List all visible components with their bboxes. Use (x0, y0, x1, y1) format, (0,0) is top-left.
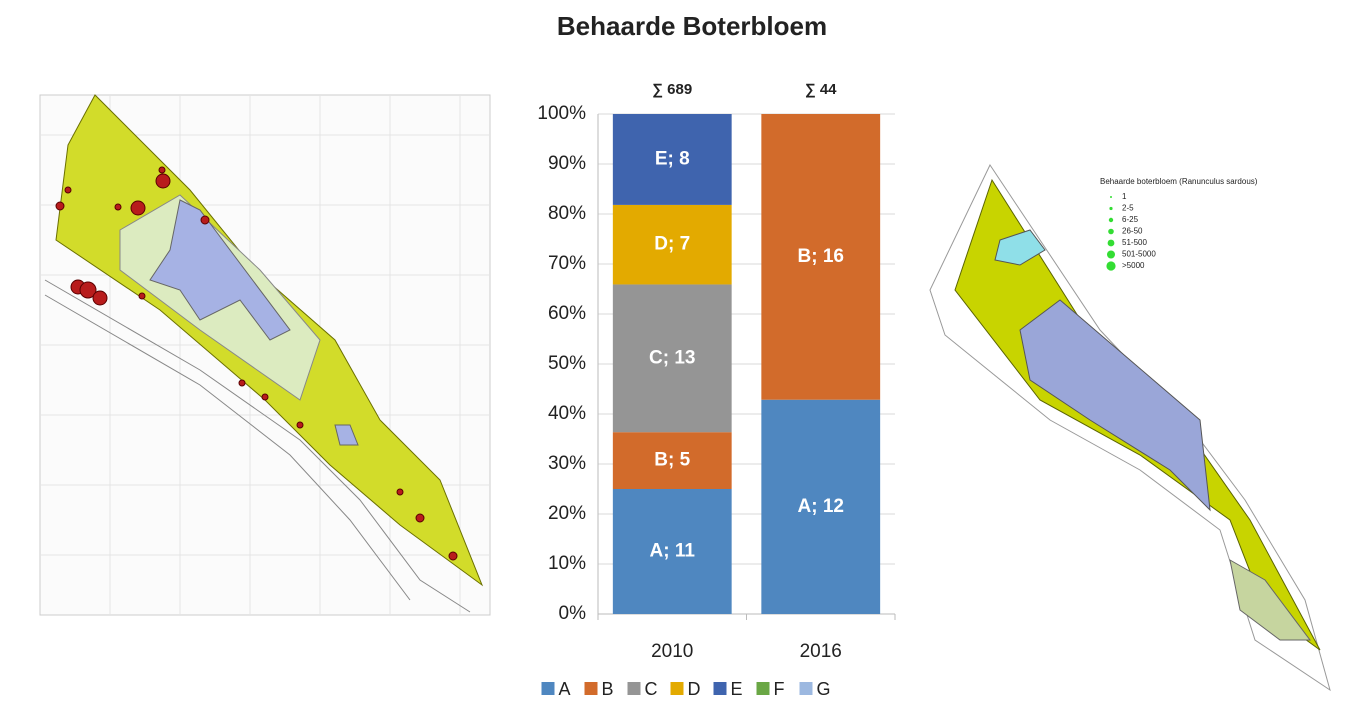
x-tick-label: 2016 (800, 641, 842, 662)
bar-segment (612, 284, 732, 433)
y-tick-label: 90% (548, 153, 586, 174)
legend-swatch (799, 682, 813, 695)
map-legend-dot (1108, 217, 1114, 223)
data-label: B; 16 (798, 246, 844, 267)
map-legend-label: 1 (1122, 192, 1127, 201)
map-legend-dot (1107, 239, 1115, 247)
map-legend-dot (1109, 206, 1113, 211)
map-legend-dot (1110, 196, 1112, 198)
legend-swatch (584, 682, 598, 695)
map-legend-label: >5000 (1122, 261, 1145, 270)
map-legend-dot (1106, 261, 1116, 271)
road (44, 279, 471, 613)
map-legend-label: 26-50 (1122, 227, 1143, 236)
map-legend-label: 6-25 (1122, 215, 1139, 224)
water (1019, 299, 1211, 512)
y-tick-label: 70% (548, 253, 586, 274)
legend-swatch (713, 682, 727, 695)
data-label: A; 11 (650, 541, 696, 562)
bar-segment (612, 432, 732, 489)
annotation: ∑ 689 (652, 81, 692, 98)
right-map (929, 163, 1331, 692)
bar-segment (612, 204, 732, 285)
map-legend: Behaarde boterbloem (Ranunculus sardous)… (1100, 177, 1258, 271)
legend-swatch (670, 682, 684, 695)
bar-segment (761, 114, 881, 400)
map-legend-label: 2-5 (1122, 204, 1134, 213)
annotation: ∑ 44 (805, 81, 837, 98)
legend-label: F (774, 679, 785, 699)
legend-swatch (627, 682, 641, 695)
legend-label: A (559, 679, 571, 699)
road (44, 294, 411, 601)
data-label: B; 5 (654, 450, 690, 471)
legend-label: B (602, 679, 614, 699)
y-tick-label: 30% (548, 453, 586, 474)
y-tick-label: 20% (548, 503, 586, 524)
y-tick-label: 40% (548, 403, 586, 424)
y-tick-label: 80% (548, 203, 586, 224)
x-tick-label: 2010 (651, 641, 693, 662)
water (149, 199, 291, 341)
y-tick-label: 60% (548, 303, 586, 324)
legend-swatch (756, 682, 770, 695)
y-tick-label: 100% (537, 103, 586, 124)
map-legend-dot (1108, 228, 1114, 235)
bar-segment (761, 399, 881, 614)
observations (55, 166, 458, 561)
area (1229, 559, 1311, 641)
map-legend-label: 501-5000 (1122, 250, 1156, 259)
map-legend-label: 51-500 (1122, 238, 1147, 247)
water (334, 424, 359, 446)
legend-label: D (688, 679, 701, 699)
data-label: C; 13 (649, 347, 695, 368)
chart-title: Behaarde Boterbloem (557, 11, 827, 41)
y-tick-label: 50% (548, 353, 586, 374)
bar-segment (612, 114, 732, 205)
data-label: E; 8 (655, 148, 690, 169)
map-legend-dot (1107, 250, 1115, 259)
water (994, 229, 1046, 266)
data-label: D; 7 (654, 234, 690, 255)
legend-label: C (645, 679, 658, 699)
y-tick-label: 0% (559, 603, 587, 624)
legend-label: E (731, 679, 743, 699)
y-tick-label: 10% (548, 553, 586, 574)
bar-segment (612, 489, 732, 614)
legend-swatch (541, 682, 555, 695)
data-label: A; 12 (798, 496, 844, 517)
map-legend-title: Behaarde boterbloem (Ranunculus sardous) (1100, 177, 1258, 186)
legend-label: G (817, 679, 831, 699)
left-map (39, 94, 491, 616)
